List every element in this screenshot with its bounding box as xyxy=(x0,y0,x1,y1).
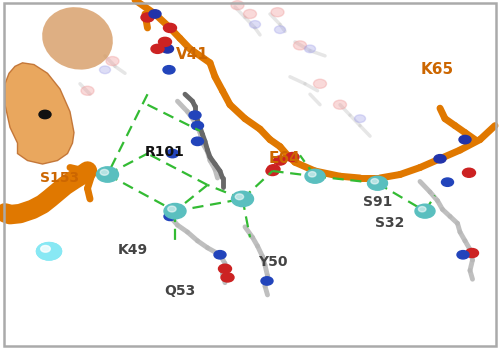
Circle shape xyxy=(266,166,279,176)
Circle shape xyxy=(100,169,108,175)
Text: S153: S153 xyxy=(40,171,80,185)
Circle shape xyxy=(164,212,176,221)
Circle shape xyxy=(334,100,346,109)
Circle shape xyxy=(368,176,388,190)
Circle shape xyxy=(218,264,232,273)
Circle shape xyxy=(442,178,454,186)
Circle shape xyxy=(158,37,172,46)
Circle shape xyxy=(415,204,435,218)
Circle shape xyxy=(235,194,244,200)
Circle shape xyxy=(96,167,118,182)
Circle shape xyxy=(371,179,378,184)
Text: Y50: Y50 xyxy=(258,255,287,269)
Circle shape xyxy=(81,86,94,95)
Circle shape xyxy=(232,191,254,207)
Circle shape xyxy=(151,44,164,53)
Text: K65: K65 xyxy=(421,62,454,77)
Circle shape xyxy=(274,26,285,34)
Text: R101: R101 xyxy=(145,145,185,159)
Circle shape xyxy=(164,203,186,219)
Circle shape xyxy=(221,273,234,282)
Circle shape xyxy=(462,168,475,177)
Circle shape xyxy=(304,45,316,53)
Circle shape xyxy=(457,251,469,259)
Text: E64: E64 xyxy=(269,151,301,166)
Circle shape xyxy=(244,9,256,18)
Polygon shape xyxy=(5,63,74,164)
Circle shape xyxy=(192,121,203,130)
Circle shape xyxy=(314,79,326,88)
Circle shape xyxy=(100,66,110,74)
Text: V41: V41 xyxy=(176,47,209,61)
Circle shape xyxy=(214,251,226,259)
Circle shape xyxy=(267,165,280,174)
Text: K49: K49 xyxy=(118,243,148,257)
Circle shape xyxy=(250,21,260,28)
Circle shape xyxy=(41,246,50,252)
Circle shape xyxy=(434,155,446,163)
Circle shape xyxy=(308,172,316,177)
Circle shape xyxy=(305,169,325,183)
Circle shape xyxy=(163,66,175,74)
Circle shape xyxy=(354,115,366,122)
Ellipse shape xyxy=(42,7,113,69)
Circle shape xyxy=(164,23,176,32)
Circle shape xyxy=(39,110,51,119)
Text: S91: S91 xyxy=(363,195,392,209)
Circle shape xyxy=(261,277,273,285)
Circle shape xyxy=(36,243,62,260)
Circle shape xyxy=(294,41,306,50)
Circle shape xyxy=(418,207,426,212)
Circle shape xyxy=(168,206,176,212)
Circle shape xyxy=(271,8,284,17)
Circle shape xyxy=(162,45,173,53)
Circle shape xyxy=(274,156,286,165)
Circle shape xyxy=(189,111,201,119)
Circle shape xyxy=(466,248,478,258)
Text: Q53: Q53 xyxy=(164,284,196,298)
Circle shape xyxy=(106,57,119,66)
Text: S32: S32 xyxy=(376,216,404,230)
Circle shape xyxy=(459,135,471,144)
Circle shape xyxy=(41,246,50,252)
Circle shape xyxy=(231,1,244,10)
Circle shape xyxy=(166,149,178,158)
Circle shape xyxy=(192,137,203,146)
Circle shape xyxy=(141,13,154,22)
Circle shape xyxy=(36,243,62,260)
Circle shape xyxy=(149,10,161,18)
Circle shape xyxy=(286,153,299,162)
